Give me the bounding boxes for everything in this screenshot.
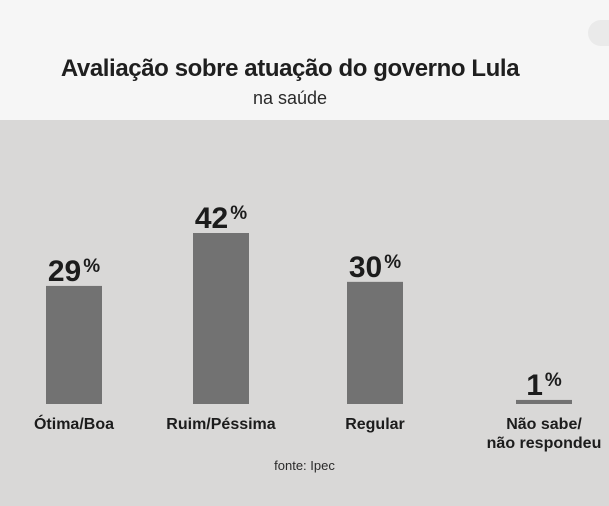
value-label-ruim-pessima: 42% [195,202,247,235]
value-label-otima-boa: 29% [48,255,100,288]
chart-title: Avaliação sobre atuação do governo Lula [60,55,520,82]
broadcaster-logo [588,20,609,46]
category-label-otima-boa: Ótima/Boa [34,414,114,433]
bar-ruim-pessima [193,233,249,404]
category-label-ruim-pessima: Ruim/Péssima [166,416,275,433]
bar-nao-sabe [516,399,572,404]
chart-header: Avaliação sobre atuação do governo Lula … [0,0,609,120]
bar-regular [347,281,403,404]
chart-subtitle: na saúde [252,88,328,108]
value-label-nao-sabe: 1% [526,369,562,402]
source-note: fonte: Ipec [274,458,335,473]
category-label-regular: Regular [345,416,405,433]
value-label-regular: 30% [349,251,401,284]
category-label-nao-sabe: Não sabe/não respondeu [487,416,602,452]
bar-otima-boa [46,285,102,404]
